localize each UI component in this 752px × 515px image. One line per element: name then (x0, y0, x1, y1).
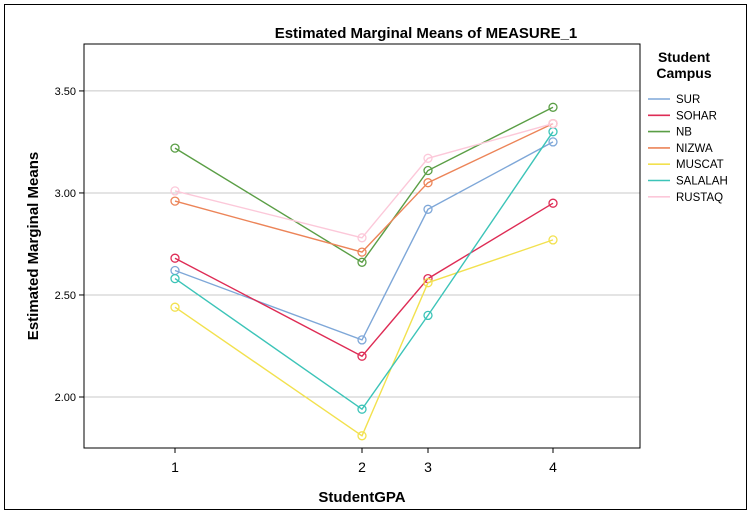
data-point (357, 431, 367, 441)
data-point (423, 153, 433, 163)
data-point (170, 273, 180, 284)
data-point (548, 137, 558, 147)
series-nizwa (170, 118, 558, 257)
x-tick-label: 3 (424, 459, 432, 475)
chart-title: Estimated Marginal Means of MEASURE_1 (275, 25, 578, 42)
series-sur (170, 137, 558, 345)
series-lines (170, 102, 558, 441)
data-point (423, 165, 433, 176)
data-point (170, 196, 180, 206)
x-axis: 1 2 3 4 (171, 448, 557, 475)
series-rustaq (170, 118, 558, 243)
data-point (548, 235, 558, 245)
data-point (357, 351, 367, 361)
legend-label: SUR (676, 94, 700, 106)
legend-title: Campus (656, 65, 711, 81)
data-point (170, 302, 180, 312)
series-line (174, 122, 554, 253)
legend-label: MUSCAT (676, 159, 724, 171)
data-point (170, 186, 180, 196)
data-point (357, 233, 367, 243)
data-point (357, 257, 367, 267)
x-tick-label: 1 (171, 459, 179, 475)
legend-label: NIZWA (676, 143, 713, 155)
legend-label: SALALAH (676, 176, 728, 188)
series-line (174, 239, 554, 437)
y-axis: 2.00 2.50 3.00 3.50 (55, 86, 84, 404)
y-tick-label: 2.50 (55, 290, 76, 302)
series-muscat (170, 235, 558, 441)
legend-label: SOHAR (676, 110, 717, 122)
series-line (174, 122, 554, 239)
data-point (548, 198, 558, 208)
data-point (357, 247, 367, 257)
data-point (423, 204, 433, 214)
x-tick-label: 2 (358, 459, 366, 475)
data-point (170, 253, 180, 263)
chart-frame (4, 4, 747, 510)
legend-title: Student (658, 49, 710, 65)
x-axis-title: StudentGPA (318, 489, 405, 506)
y-tick-label: 3.00 (55, 188, 76, 200)
data-point (548, 118, 558, 129)
data-point (357, 404, 367, 414)
series-line (174, 106, 554, 264)
data-point (423, 310, 433, 321)
y-axis-title: Estimated Marginal Means (25, 152, 42, 340)
gridlines (84, 90, 640, 398)
data-point (357, 335, 367, 345)
data-point (423, 178, 433, 188)
legend-label: RUSTAQ (676, 192, 723, 204)
x-tick-label: 4 (549, 459, 557, 475)
series-salalah (170, 127, 558, 414)
y-tick-label: 2.00 (55, 392, 76, 404)
data-point (548, 102, 558, 112)
legend-label: NB (676, 127, 692, 139)
series-line (174, 202, 554, 358)
y-tick-label: 3.50 (55, 86, 76, 98)
data-point (170, 143, 180, 153)
series-line (174, 141, 554, 341)
series-line (174, 131, 554, 411)
data-point (423, 278, 433, 288)
